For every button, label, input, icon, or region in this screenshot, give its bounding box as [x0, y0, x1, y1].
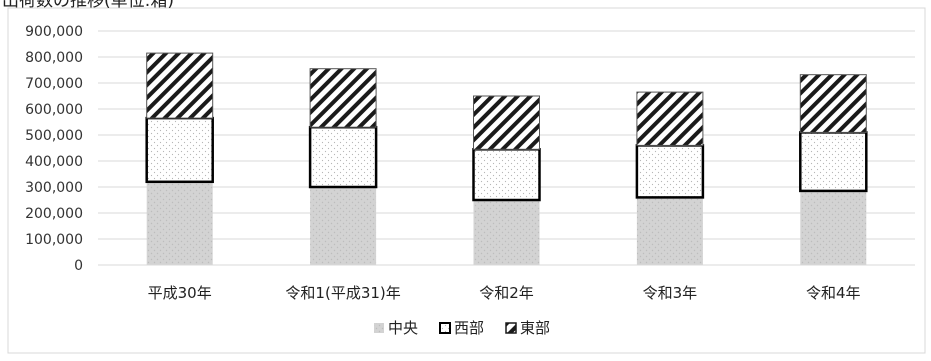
bar-segment-tobu — [146, 52, 214, 119]
bar-segment-seibu — [472, 148, 541, 202]
bar-segment-tobu — [636, 91, 704, 146]
bar-segment-chuo — [146, 181, 213, 265]
y-tick-label: 500,000 — [25, 128, 83, 144]
y-axis-ticks: 900,000 800,000 700,000 600,000 500,000 400,0… — [25, 24, 83, 274]
bar-segment-chuo — [800, 190, 867, 265]
bar-segment-seibu — [308, 125, 378, 189]
legend: 中央 西部 東部 — [374, 319, 550, 337]
legend-swatch — [374, 323, 384, 333]
x-axis-ticks: 平成30年 令和1(平成31)年 令和2年 令和3年 令和4年 — [98, 264, 915, 302]
y-tick-label: 100,000 — [25, 232, 83, 248]
y-tick-label: 0 — [74, 258, 83, 274]
x-tick-label: 平成30年 — [148, 284, 212, 302]
chart-title: 出荷数の推移(単位:箱) — [2, 0, 174, 11]
bar-segment-chuo — [473, 200, 540, 265]
y-tick-label: 200,000 — [25, 206, 83, 222]
y-tick-label: 900,000 — [25, 24, 83, 40]
y-tick-label: 800,000 — [25, 50, 83, 66]
x-tick-label: 令和3年 — [643, 284, 698, 302]
legend-label: 東部 — [520, 319, 550, 337]
bar-segment-chuo — [310, 187, 377, 265]
x-tick-label: 令和4年 — [806, 284, 861, 302]
bar-segment-chuo — [636, 197, 703, 265]
y-tick-label: 600,000 — [25, 102, 83, 118]
bar-segment-seibu — [799, 131, 868, 193]
x-tick-label: 令和1(平成31)年 — [285, 284, 400, 302]
y-tick-label: 700,000 — [25, 76, 83, 92]
legend-label: 中央 — [388, 319, 418, 337]
legend-swatch — [439, 322, 451, 334]
bar-segment-tobu — [473, 95, 540, 150]
x-tick-label: 令和2年 — [479, 284, 534, 302]
bar-segment-seibu — [635, 144, 705, 199]
bar-segment-tobu — [799, 74, 867, 133]
legend-label: 西部 — [454, 319, 484, 337]
bar-segment-seibu — [145, 116, 214, 184]
chart-border — [7, 7, 926, 354]
bars — [145, 52, 868, 265]
legend-swatch — [505, 322, 517, 334]
y-tick-label: 400,000 — [25, 154, 83, 170]
y-tick-label: 300,000 — [25, 180, 83, 196]
bar-segment-tobu — [309, 68, 377, 128]
